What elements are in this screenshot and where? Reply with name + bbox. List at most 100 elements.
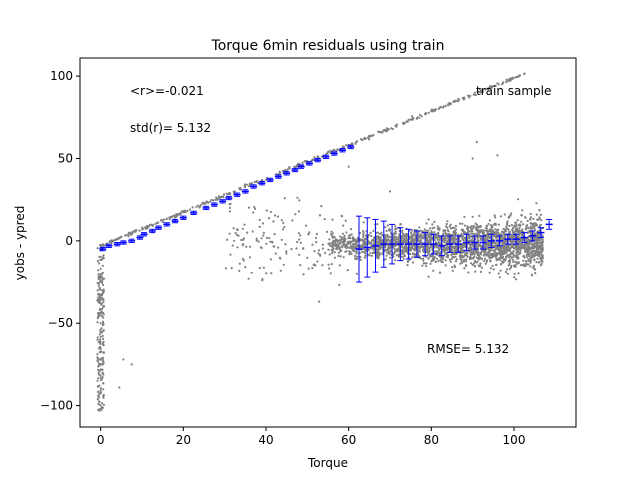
scatter-point — [483, 251, 487, 254]
scatter-point — [523, 263, 526, 266]
scatter-point — [323, 218, 326, 221]
scatter-point — [482, 254, 485, 257]
scatter-point — [516, 253, 519, 256]
scatter-point — [297, 210, 300, 213]
scatter-point — [293, 165, 296, 168]
scatter-point — [337, 254, 340, 258]
scatter-point — [96, 379, 99, 382]
scatter-point — [426, 245, 429, 248]
scatter-point — [376, 236, 379, 239]
scatter-point — [444, 231, 447, 234]
scatter-point — [99, 280, 102, 283]
scatter-point — [321, 243, 324, 246]
scatter-point — [462, 260, 465, 263]
scatter-point — [282, 221, 285, 224]
scatter-point — [486, 229, 489, 232]
scatter-point — [419, 257, 422, 260]
scatter-point — [513, 234, 517, 237]
x-axis-label: Torque — [307, 456, 348, 470]
scatter-point — [450, 238, 453, 241]
y-axis-ticks: −100 −50 0 50 100 — [40, 69, 80, 413]
scatter-point — [529, 216, 533, 219]
scatter-point — [502, 238, 505, 241]
scatter-point — [453, 264, 456, 267]
scatter-point — [425, 236, 428, 239]
scatter-point — [529, 261, 532, 264]
scatter-point — [511, 244, 515, 247]
scatter-point — [364, 241, 367, 244]
scatter-point — [361, 245, 364, 248]
scatter-point — [472, 257, 475, 260]
scatter-point — [476, 260, 479, 264]
scatter-point — [437, 260, 440, 263]
scatter-point — [509, 255, 512, 258]
scatter-point — [493, 249, 496, 252]
scatter-point — [428, 236, 431, 239]
scatter-point — [446, 220, 449, 223]
scatter-point — [342, 224, 345, 227]
scatter-point — [458, 240, 461, 243]
scatter-point — [226, 238, 229, 241]
scatter-point — [469, 245, 472, 248]
scatter-point — [497, 272, 500, 275]
scatter-point — [473, 91, 476, 94]
scatter-point — [535, 213, 538, 216]
scatter-point — [301, 161, 304, 164]
scatter-point — [472, 239, 475, 242]
scatter-point — [483, 229, 486, 232]
scatter-point — [255, 237, 258, 240]
scatter-point — [444, 229, 447, 232]
scatter-point — [100, 303, 103, 306]
scatter-point — [98, 393, 101, 396]
scatter-point — [406, 120, 409, 123]
scatter-point — [477, 225, 480, 228]
scatter-point — [271, 241, 274, 244]
scatter-point — [530, 226, 534, 229]
scatter-point — [388, 190, 392, 193]
scatter-point — [331, 232, 334, 235]
scatter-point — [489, 267, 492, 270]
scatter-point — [493, 84, 496, 88]
scatter-point — [279, 257, 282, 260]
scatter-point — [379, 248, 382, 251]
scatter-point — [480, 257, 483, 260]
scatter-point — [393, 252, 396, 255]
scatter-point — [479, 270, 483, 273]
scatter-point — [480, 229, 483, 232]
scatter-point — [307, 267, 310, 270]
scatter-point — [376, 249, 380, 252]
scatter-point — [101, 334, 104, 338]
scatter-point — [409, 248, 412, 251]
scatter-point — [510, 239, 513, 243]
scatter-point — [329, 272, 332, 275]
scatter-point — [97, 269, 100, 272]
x-tick-label: 80 — [424, 433, 439, 447]
scatter-point — [473, 265, 477, 268]
scatter-point — [485, 226, 488, 229]
scatter-point — [348, 250, 351, 253]
scatter-point — [444, 104, 447, 107]
scatter-point — [99, 342, 102, 345]
scatter-point — [347, 237, 350, 240]
scatter-point — [340, 215, 344, 218]
scatter-point — [122, 358, 125, 361]
scatter-point — [541, 238, 544, 241]
scatter-point — [472, 232, 475, 235]
scatter-point — [98, 277, 101, 280]
scatter-point — [328, 267, 331, 270]
scatter-point — [492, 230, 495, 233]
scatter-point — [341, 246, 344, 249]
scatter-point — [355, 250, 358, 253]
scatter-point — [520, 214, 524, 217]
scatter-point — [488, 257, 491, 260]
scatter-point — [463, 267, 466, 270]
scatter-point — [533, 232, 536, 236]
scatter-point — [519, 240, 522, 243]
scatter-point — [160, 219, 163, 222]
scatter-point — [477, 243, 480, 246]
scatter-point — [299, 264, 302, 267]
scatter-point — [440, 260, 443, 263]
scatter-point — [215, 196, 218, 199]
scatter-point — [376, 231, 380, 234]
scatter-point — [412, 261, 415, 264]
